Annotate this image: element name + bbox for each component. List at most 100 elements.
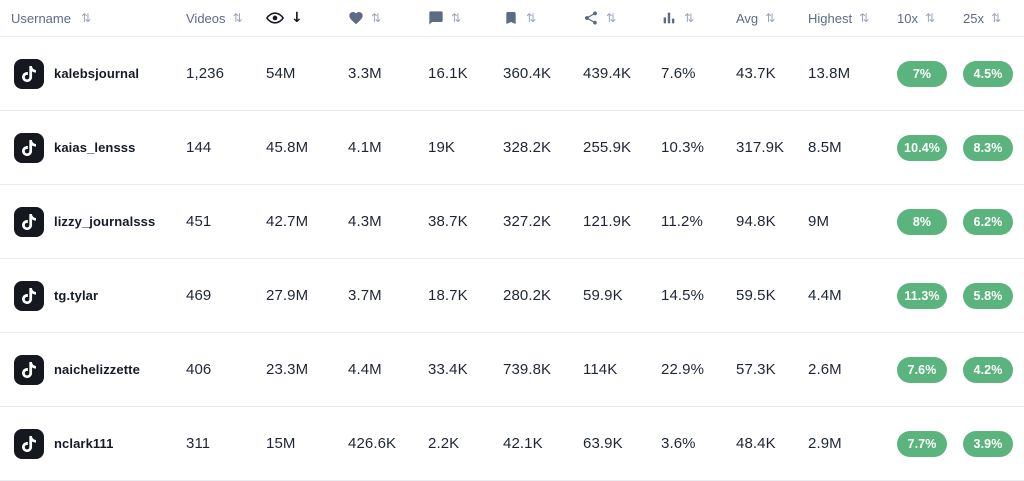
x10-badge: 7% xyxy=(897,60,947,87)
x10-badge: 7.7% xyxy=(897,430,947,457)
cell-videos: 451 xyxy=(186,213,212,230)
cell-videos: 1,236 xyxy=(186,65,225,82)
column-header-highest[interactable]: Highest ⇅ xyxy=(808,11,897,26)
cell-x10: 8% xyxy=(897,208,963,235)
cell-views: 42.7M xyxy=(266,213,309,230)
column-header-bookmarks[interactable]: ⇅ xyxy=(503,10,583,26)
cell-views: 23.3M xyxy=(266,361,309,378)
cell-shares: 59.9K xyxy=(583,287,623,304)
bar-chart-icon xyxy=(661,10,677,26)
cell-views: 54M xyxy=(266,65,296,82)
cell-videos: 406 xyxy=(186,361,212,378)
cell-highest: 8.5M xyxy=(808,139,842,156)
cell-highest: 9M xyxy=(808,213,830,230)
sort-toggle-icon[interactable]: ⇅ xyxy=(80,11,92,25)
cell-shares: 255.9K xyxy=(583,139,632,156)
cell-engagement: 7.6% xyxy=(661,65,696,82)
cell-videos: 469 xyxy=(186,287,212,304)
column-header-x10[interactable]: 10x ⇅ xyxy=(897,11,963,26)
cell-shares: 439.4K xyxy=(583,65,632,82)
cell-bookmarks: 42.1K xyxy=(503,435,543,452)
cell-comments: 18.7K xyxy=(428,287,468,304)
table-body: kalebsjournal 1,236 54M 3.3M 16.1K 360.4K 439.… xyxy=(0,37,1024,481)
sort-toggle-icon[interactable]: ⇅ xyxy=(684,11,695,25)
username-cell[interactable]: tg.tylar xyxy=(0,280,186,311)
x10-badge: 11.3% xyxy=(897,282,947,309)
column-header-comments[interactable]: ⇅ xyxy=(428,10,503,26)
cell-likes: 4.4M xyxy=(348,361,382,378)
cell-avg: 48.4K xyxy=(736,435,776,452)
sort-toggle-icon[interactable]: ⇅ xyxy=(765,11,776,25)
cell-likes: 426.6K xyxy=(348,435,397,452)
cell-x10: 11.3% xyxy=(897,282,963,309)
sort-toggle-icon[interactable]: ⇅ xyxy=(859,11,870,25)
cell-videos: 144 xyxy=(186,139,212,156)
cell-engagement: 3.6% xyxy=(661,435,696,452)
tiktok-icon xyxy=(14,58,44,89)
heart-icon xyxy=(348,10,364,26)
column-header-views[interactable]: ↓ xyxy=(265,9,348,27)
column-header-x25[interactable]: 25x ⇅ xyxy=(963,11,1024,26)
cell-avg: 57.3K xyxy=(736,361,776,378)
cell-highest: 2.9M xyxy=(808,435,842,452)
column-header-username[interactable]: Username ⇅ xyxy=(0,11,186,26)
table-row: naichelizzette 406 23.3M 4.4M 33.4K 739.8K 114… xyxy=(0,333,1024,407)
cell-avg: 43.7K xyxy=(736,65,776,82)
tiktok-icon xyxy=(14,354,44,385)
sort-toggle-icon[interactable]: ⇅ xyxy=(924,11,936,25)
table-row: nclark111 311 15M 426.6K 2.2K 42.1K 63.9K 3.6% 4… xyxy=(0,407,1024,481)
x10-badge: 8% xyxy=(897,208,947,235)
cell-avg: 317.9K xyxy=(736,139,785,156)
username-cell[interactable]: naichelizzette xyxy=(0,354,186,385)
cell-likes: 4.3M xyxy=(348,213,382,230)
username-cell[interactable]: lizzy_journalsss xyxy=(0,206,186,237)
sort-toggle-icon[interactable]: ⇅ xyxy=(451,11,462,25)
column-label-avg: Avg xyxy=(736,10,759,26)
x25-badge: 4.5% xyxy=(963,60,1013,87)
username-cell[interactable]: kaias_lensss xyxy=(0,132,186,163)
cell-shares: 63.9K xyxy=(583,435,623,452)
cell-bookmarks: 328.2K xyxy=(503,139,552,156)
table-row: kaias_lensss 144 45.8M 4.1M 19K 328.2K 255.9K 1… xyxy=(0,111,1024,185)
username-text: lizzy_journalsss xyxy=(54,214,156,229)
cell-likes: 3.3M xyxy=(348,65,382,82)
x25-badge: 6.2% xyxy=(963,208,1013,235)
sort-toggle-icon[interactable]: ⇅ xyxy=(526,11,537,25)
column-header-videos[interactable]: Videos ⇅ xyxy=(186,11,266,26)
cell-x25: 4.2% xyxy=(963,356,1024,383)
column-label-highest: Highest xyxy=(808,10,853,26)
sort-desc-icon[interactable]: ↓ xyxy=(291,10,303,26)
tiktok-icon xyxy=(14,132,44,163)
sort-toggle-icon[interactable]: ⇅ xyxy=(606,11,617,25)
username-cell[interactable]: kalebsjournal xyxy=(0,58,186,89)
column-label-x25: 25x xyxy=(963,10,984,26)
cell-avg: 59.5K xyxy=(736,287,776,304)
sort-toggle-icon[interactable]: ⇅ xyxy=(232,11,243,25)
cell-highest: 4.4M xyxy=(808,287,842,304)
comment-icon xyxy=(428,10,444,26)
cell-x25: 6.2% xyxy=(963,208,1024,235)
tiktok-icon xyxy=(14,206,44,237)
username-cell[interactable]: nclark111 xyxy=(0,428,186,459)
sort-toggle-icon[interactable]: ⇅ xyxy=(371,11,382,25)
table-header: Username ⇅ Videos ⇅ ↓ ⇅ ⇅ ⇅ ⇅ ⇅ Avg ⇅ Highest ⇅ 10x ⇅ 25… xyxy=(0,0,1024,37)
cell-videos: 311 xyxy=(186,435,211,452)
cell-highest: 13.8M xyxy=(808,65,851,82)
cell-x25: 5.8% xyxy=(963,282,1024,309)
sort-toggle-icon[interactable]: ⇅ xyxy=(990,11,1002,25)
cell-x25: 4.5% xyxy=(963,60,1024,87)
tiktok-icon xyxy=(14,280,44,311)
cell-bookmarks: 327.2K xyxy=(503,213,552,230)
cell-likes: 4.1M xyxy=(348,139,382,156)
column-header-engagement[interactable]: ⇅ xyxy=(661,10,736,26)
column-header-likes[interactable]: ⇅ xyxy=(348,10,428,26)
column-header-avg[interactable]: Avg ⇅ xyxy=(736,11,808,26)
bookmark-icon xyxy=(503,10,519,26)
cell-views: 15M xyxy=(266,435,296,452)
cell-comments: 2.2K xyxy=(428,435,460,452)
username-text: nclark111 xyxy=(54,436,114,451)
column-header-shares[interactable]: ⇅ xyxy=(583,10,661,26)
username-text: naichelizzette xyxy=(54,362,140,377)
cell-bookmarks: 280.2K xyxy=(503,287,552,304)
x10-badge: 7.6% xyxy=(897,356,947,383)
